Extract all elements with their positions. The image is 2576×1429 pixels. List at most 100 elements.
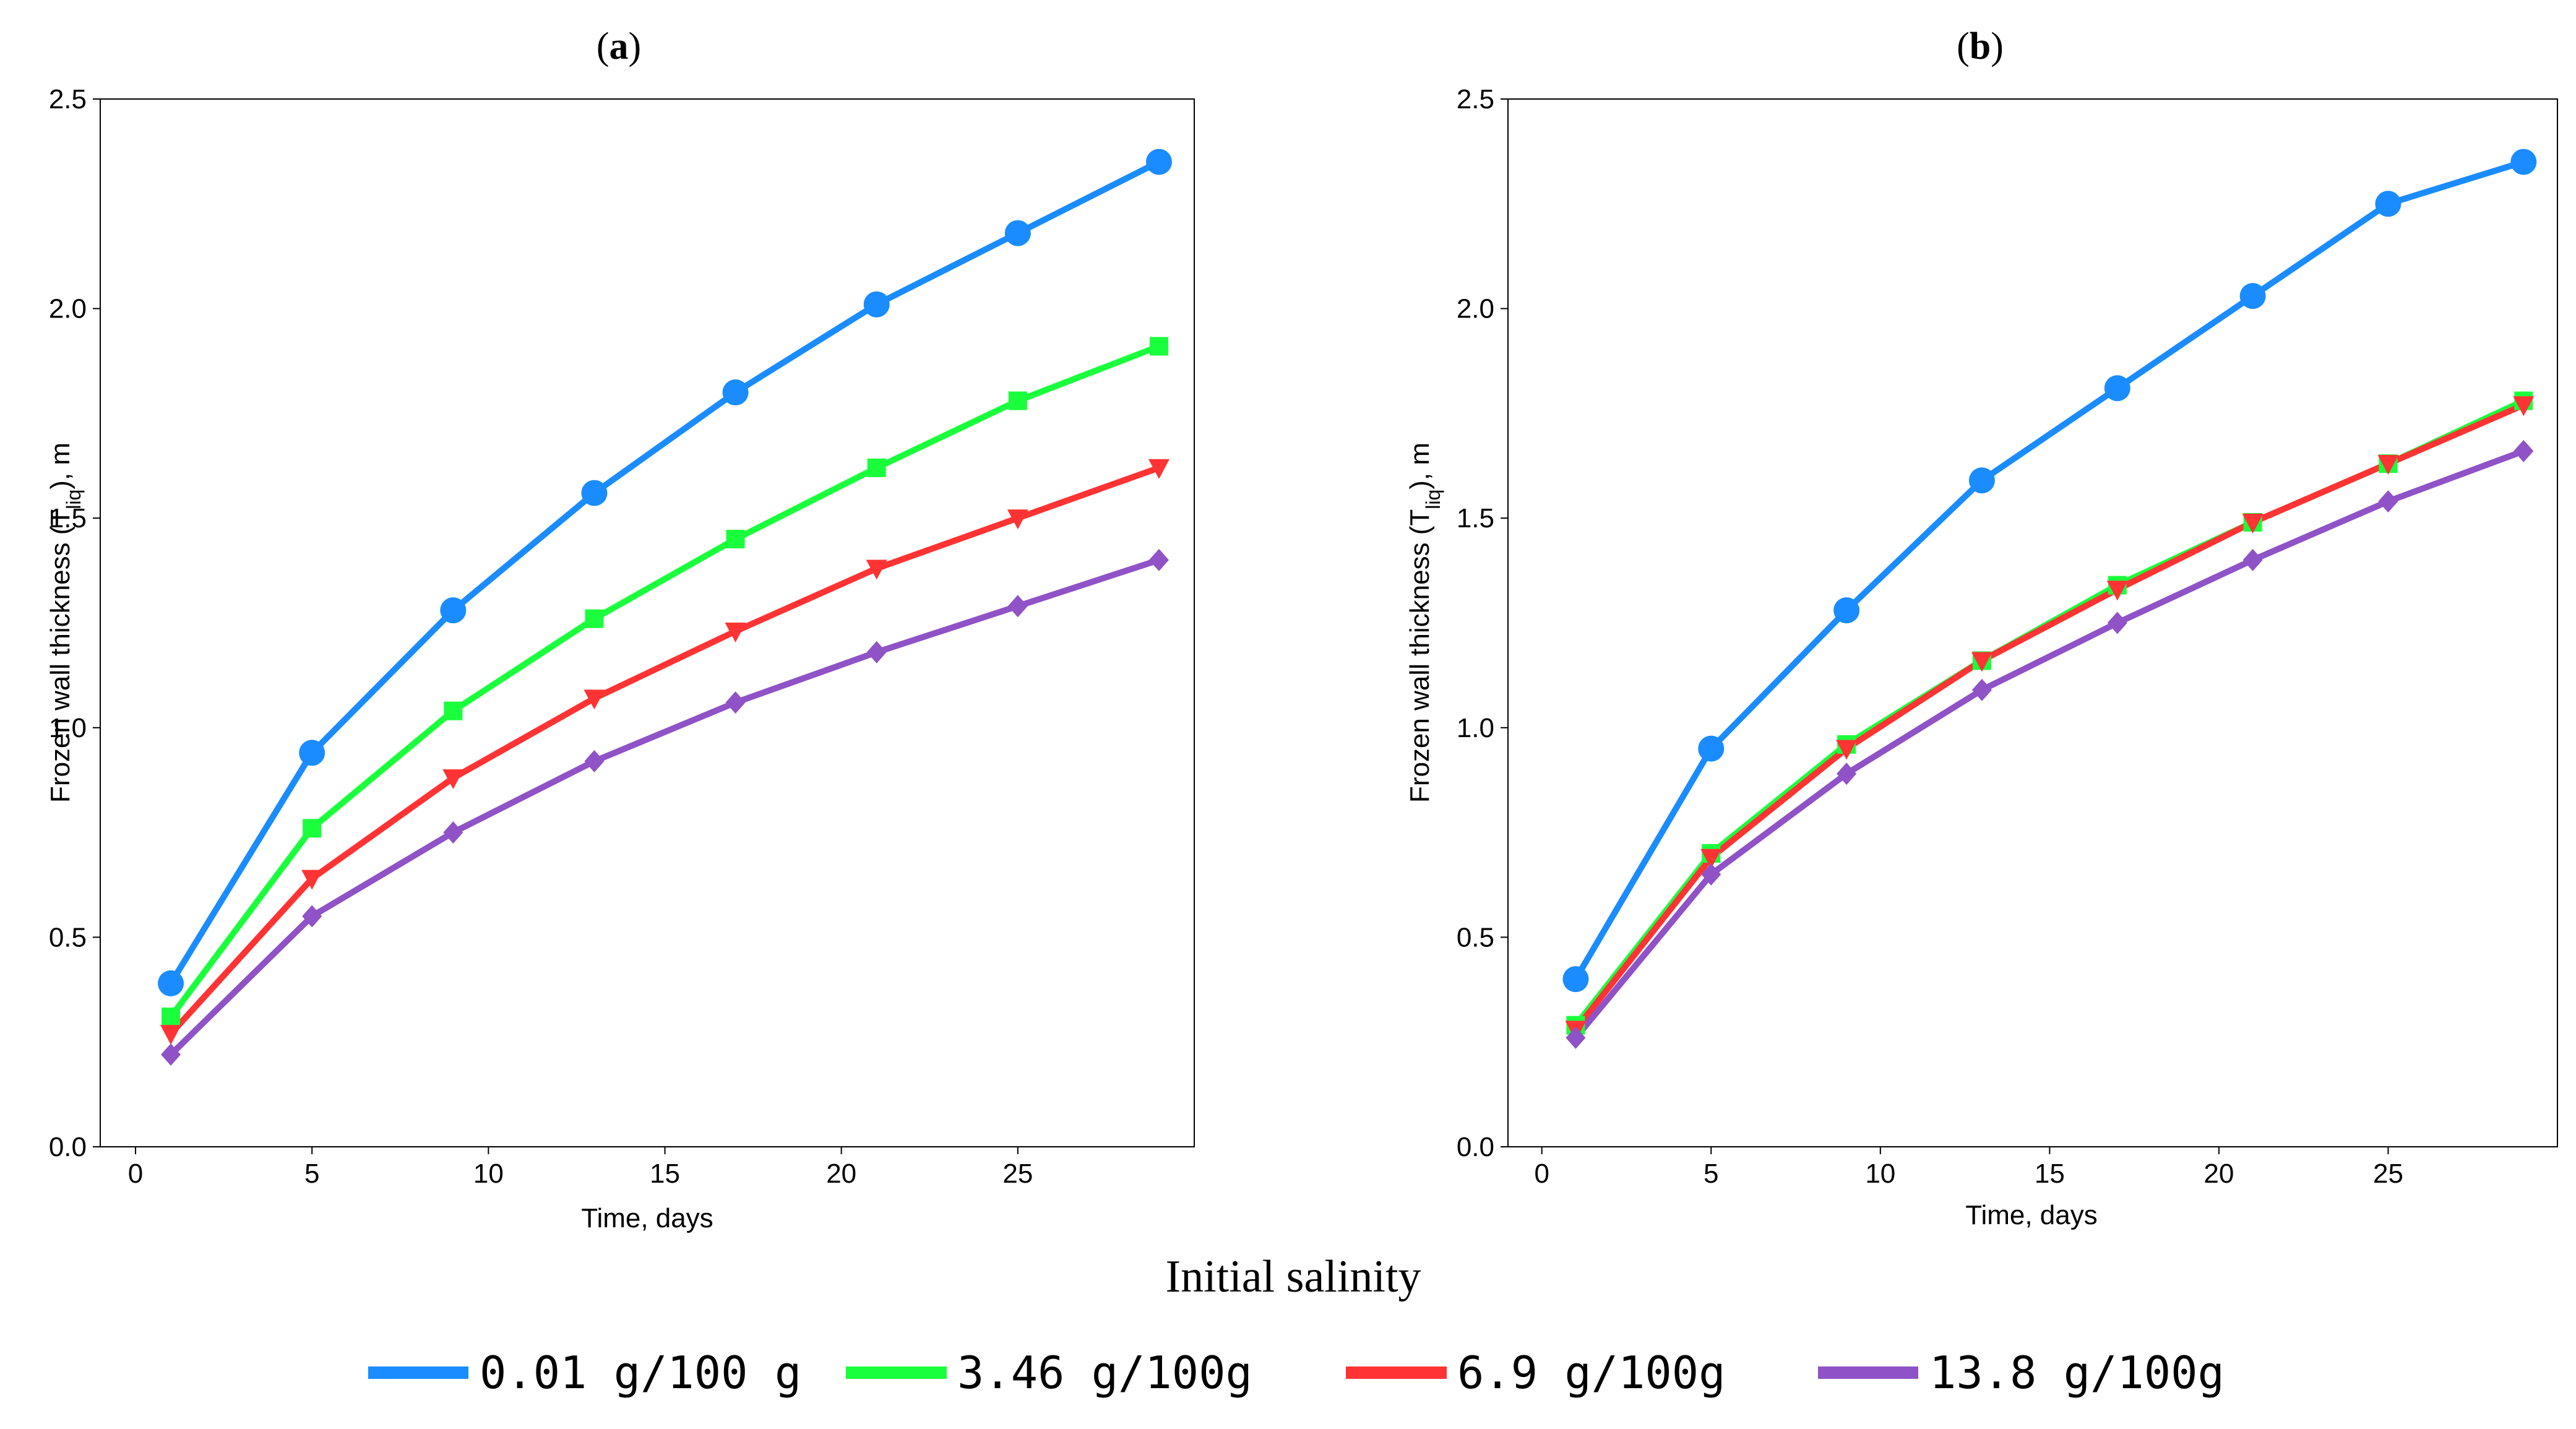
panel-a-series-1-point xyxy=(1149,337,1168,356)
panel-a-series-line-3 xyxy=(168,557,1160,1057)
panel-b-series-line-2 xyxy=(1573,402,2525,1032)
panel-b-series-line-3 xyxy=(1573,448,2525,1040)
panel-a-series-1-point xyxy=(867,458,886,477)
panel-a-series-1-point xyxy=(303,819,322,838)
panel-b-series-3-point xyxy=(1971,678,1992,701)
panel-a-series-1-point xyxy=(444,701,463,720)
panel-a-y-tick-label: 2.5 xyxy=(49,84,87,114)
legend-label-1: 3.46 g/100g xyxy=(957,1347,1252,1399)
legend-label-0: 0.01 g/100 g xyxy=(480,1347,801,1399)
panel-b-plot-area xyxy=(1507,98,2558,1147)
panel-b-y-tick-label: 2.5 xyxy=(1457,84,1494,114)
panel-b-series-2-point xyxy=(2513,396,2535,417)
panel-a-series-0-point xyxy=(440,597,467,624)
panel-a-series-3-point xyxy=(584,749,605,772)
panel-b-series-3-point xyxy=(2242,548,2263,571)
panel-a-series-2-point xyxy=(1148,459,1170,479)
panel-a-x-tick-label: 25 xyxy=(1002,1159,1033,1189)
legend-title: Initial salinity xyxy=(1165,1251,1421,1302)
panel-a-series-3-point xyxy=(725,691,746,714)
panel-a-x-tick-label: 15 xyxy=(650,1159,680,1189)
panel-b-series-0-point xyxy=(1833,597,1860,624)
panel-a-series-1-point xyxy=(585,609,604,628)
panel-b-y-tick-label: 0.0 xyxy=(1457,1132,1494,1162)
panel-b-series-3-point xyxy=(1566,1026,1586,1049)
panel-a-series-1-point xyxy=(1008,391,1027,410)
panel-b-x-axis-label: Time, days xyxy=(1965,1200,2098,1230)
panel-a-series-2-point xyxy=(160,1025,182,1045)
legend: Initial salinity 0.01 g/100 g 3.46 g/100… xyxy=(368,1251,2225,1399)
panel-b-series-2-point xyxy=(1700,848,1722,869)
panel-b-y-axis-label: Frozen wall thickness (Tliq), m xyxy=(1405,443,1444,803)
panel-b-letter: b xyxy=(1970,25,1991,67)
panel-a-x-tick-label: 5 xyxy=(304,1159,319,1189)
panel-b-series-2-point xyxy=(1836,740,1858,760)
panel-b-series-0-point xyxy=(1698,735,1725,762)
panel-a-y-tick-label: 1.5 xyxy=(49,503,87,533)
panel-a-chart: (a) 0 5 10 15 20 25 0.0 0.5 1.0 1.5 2.0 2.5 Time, d… xyxy=(45,25,1195,1233)
panel-a-series-0-point xyxy=(1004,220,1031,246)
panel-a-series-line-1 xyxy=(168,343,1160,1019)
panel-a-series-3-point xyxy=(1007,595,1028,618)
panel-a-x-axis-label: Time, days xyxy=(581,1203,713,1233)
panel-b-series-line-0 xyxy=(1573,158,2525,981)
panel-a-title: (a) xyxy=(597,25,641,67)
panel-b-series-3-point xyxy=(2107,611,2127,634)
panel-b-series-2-point xyxy=(2377,455,2399,475)
panel-b-series-2-point xyxy=(2106,581,2128,601)
panel-b-x-tick-label: 15 xyxy=(2035,1159,2065,1189)
panel-a-series-line-2 xyxy=(168,465,1160,1036)
panel-a-series-3-point xyxy=(302,905,322,928)
panel-b-x-tick-label: 5 xyxy=(1704,1159,1718,1189)
panel-b-x-tick-label: 20 xyxy=(2203,1159,2234,1189)
panel-a-series-1-point xyxy=(162,1008,181,1027)
panel-b-series-0-point xyxy=(2375,191,2402,217)
panel-a-series-2-point xyxy=(1007,509,1028,530)
panel-a-letter: a xyxy=(610,25,629,67)
panel-b-series-3-point xyxy=(2378,490,2398,513)
panel-b-series-0-point xyxy=(2510,149,2537,175)
panel-a-series-0-point xyxy=(722,379,749,406)
panel-a-series-2-point xyxy=(725,623,746,643)
panel-b-series-0-point xyxy=(1562,966,1589,993)
panel-b-y-tick-label: 1.5 xyxy=(1457,503,1494,533)
panel-a-series-2-point xyxy=(866,559,887,580)
panel-a-series-0-point xyxy=(1145,149,1172,175)
panel-a-series-line-0 xyxy=(168,159,1161,985)
panel-a-plot-area xyxy=(100,98,1195,1147)
panel-a-series-0-point xyxy=(863,291,890,317)
panel-a-y-tick-label: 0.0 xyxy=(49,1132,87,1162)
panel-b-x-tick-label: 10 xyxy=(1865,1159,1895,1189)
panel-b-series-line-1 xyxy=(1573,398,2525,1027)
panel-a-x-tick-label: 20 xyxy=(826,1159,856,1189)
panel-b-x-tick-label: 25 xyxy=(2373,1159,2403,1189)
legend-label-2: 6.9 g/100g xyxy=(1457,1347,1725,1399)
panel-a-series-3-point xyxy=(866,641,887,663)
panel-a-series-3-point xyxy=(443,821,463,844)
panel-b-series-3-point xyxy=(2514,439,2534,462)
panel-a-y-tick-label: 2.0 xyxy=(49,294,87,324)
panel-b-title: (b) xyxy=(1957,25,2004,67)
legend-label-3: 13.8 g/100g xyxy=(1929,1347,2225,1399)
panel-b-series-0-point xyxy=(1968,467,1995,494)
panel-b-series-0-point xyxy=(2104,375,2130,402)
panel-a-series-1-point xyxy=(726,530,745,549)
panel-a-series-2-point xyxy=(301,870,323,890)
panel-a-series-0-point xyxy=(299,740,325,766)
panel-a-series-2-point xyxy=(442,769,464,790)
panel-b-x-tick-label: 0 xyxy=(1534,1159,1549,1189)
panel-b-y-tick-label: 2.0 xyxy=(1457,294,1494,324)
panel-b-series-2-point xyxy=(2242,513,2264,533)
panel-b-series-0-point xyxy=(2239,283,2266,309)
panel-b-y-tick-label: 0.5 xyxy=(1457,922,1494,952)
panel-a-x-tick-label: 0 xyxy=(128,1159,143,1189)
panel-a-x-tick-label: 10 xyxy=(473,1159,504,1189)
panel-a-y-axis-label: Frozen wall thickness (Tliq), m xyxy=(45,443,85,803)
panel-a-y-tick-label: 1.0 xyxy=(49,713,87,743)
panel-b-series-3-point xyxy=(1701,863,1721,886)
panel-b-series-3-point xyxy=(1837,762,1857,785)
panel-b-chart: (b) 0 5 10 15 20 25 0.0 0.5 1.0 1.5 2.0 2.5 Time, d… xyxy=(1405,25,2558,1230)
panel-b-y-tick-label: 1.0 xyxy=(1457,713,1494,743)
panel-a-series-3-point xyxy=(1148,548,1169,571)
